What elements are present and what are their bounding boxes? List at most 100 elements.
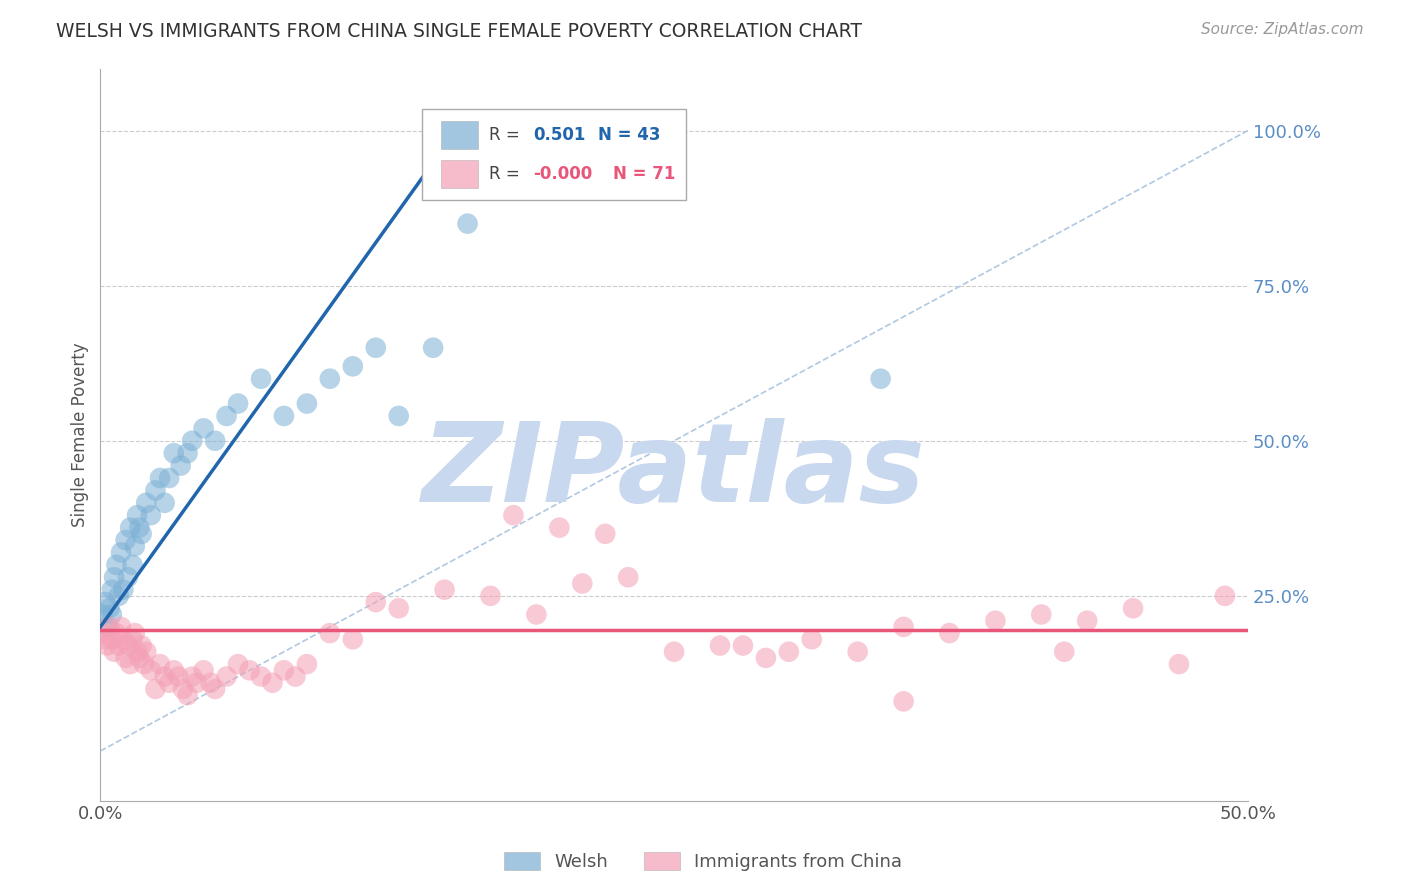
Point [103,645,125,659]
Point [124,626,146,640]
Point [153,669,176,683]
Point [98,601,121,615]
Point [103,570,125,584]
Point [388,601,411,615]
Point [114,533,136,547]
Text: Source: ZipAtlas.com: Source: ZipAtlas.com [1201,22,1364,37]
Point [172,681,194,696]
Point [121,632,143,647]
Point [571,576,593,591]
Point [112,632,135,647]
Point [250,669,273,683]
Point [800,632,823,647]
Point [273,409,295,423]
Point [157,471,180,485]
Point [105,558,128,572]
Text: 0.501: 0.501 [533,126,585,145]
Point [1122,601,1144,615]
Point [145,681,167,696]
Point [893,620,915,634]
Point [149,471,172,485]
Point [364,341,387,355]
Point [284,669,307,683]
Point [176,446,198,460]
Point [1053,645,1076,659]
Point [121,558,143,572]
Point [1031,607,1053,622]
Point [110,620,132,634]
Point [1168,657,1191,672]
Point [98,620,121,634]
Point [457,217,479,231]
Point [342,359,364,374]
Point [101,607,124,622]
Point [105,626,128,640]
Point [893,694,915,708]
Point [479,589,502,603]
Point [731,639,754,653]
Bar [441,160,478,188]
Point [193,663,215,677]
Legend: Welsh, Immigrants from China: Welsh, Immigrants from China [496,845,910,879]
Point [110,545,132,559]
Point [101,632,124,647]
Point [1076,614,1098,628]
Point [125,508,148,523]
Point [938,626,960,640]
Point [117,639,139,653]
Text: ZIPatlas: ZIPatlas [422,417,927,524]
Point [139,508,162,523]
Point [778,645,800,659]
Point [139,663,162,677]
Point [96,620,118,634]
Point [226,657,249,672]
Point [433,582,456,597]
Point [167,669,190,683]
Point [181,669,204,683]
Point [107,589,129,603]
Point [91,607,114,622]
Point [238,663,260,677]
Point [149,657,172,672]
Point [846,645,869,659]
Point [112,582,135,597]
Point [94,632,117,647]
Point [215,409,238,423]
Point [153,496,176,510]
Point [364,595,387,609]
Point [215,669,238,683]
Point [170,458,193,473]
Bar [441,121,478,149]
Point [135,496,157,510]
Text: R =: R = [489,165,530,183]
Point [131,639,153,653]
Point [388,409,411,423]
Point [193,421,215,435]
Point [526,607,548,622]
Text: R =: R = [489,126,530,145]
Point [131,526,153,541]
Point [124,539,146,553]
Point [204,434,226,448]
Point [262,675,284,690]
Point [101,582,124,597]
Point [1213,589,1236,603]
Point [226,396,249,410]
Point [128,651,150,665]
Point [181,434,204,448]
Point [342,632,364,647]
Point [755,651,778,665]
Point [617,570,640,584]
Point [709,639,731,653]
Point [120,657,142,672]
Point [548,521,571,535]
Point [114,651,136,665]
Point [273,663,295,677]
Y-axis label: Single Female Poverty: Single Female Poverty [72,343,89,527]
Point [163,663,186,677]
Point [295,396,318,410]
Point [593,526,616,541]
Point [984,614,1007,628]
Point [128,521,150,535]
Point [125,645,148,659]
